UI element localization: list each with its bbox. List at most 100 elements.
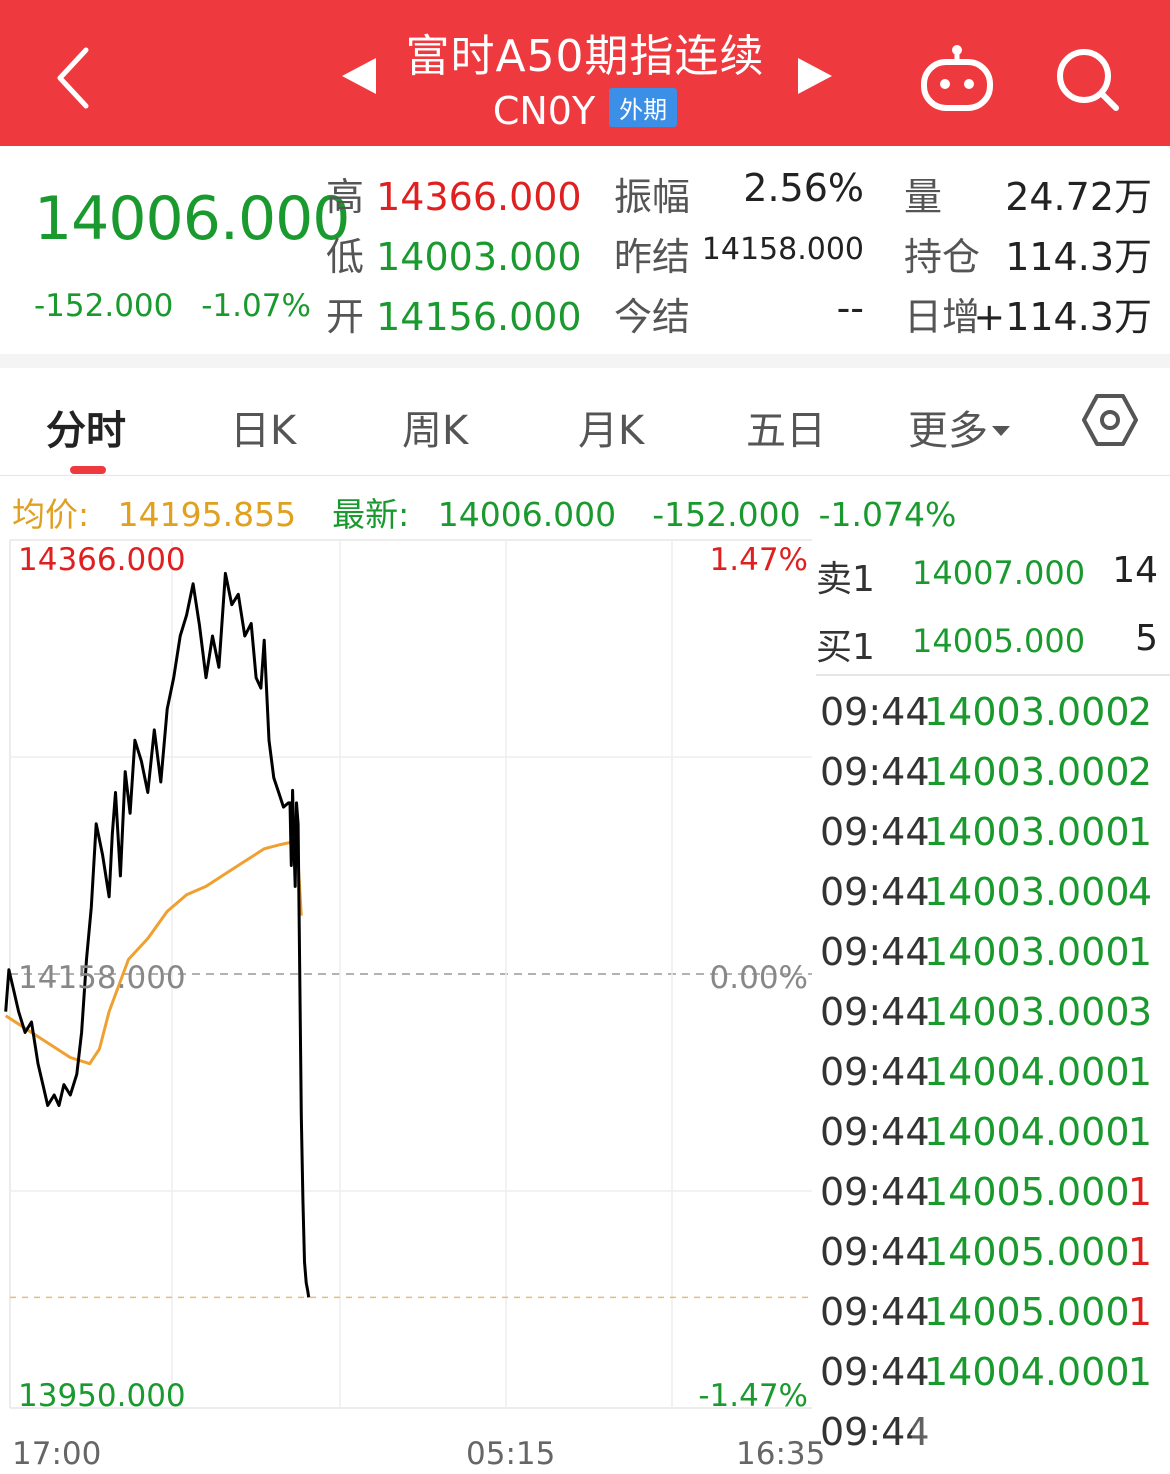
- vol-label-cell: 量: [904, 166, 942, 221]
- open-cell: 开 14156.000: [326, 286, 582, 341]
- instrument-title: 富时A50期指连续: [405, 31, 765, 82]
- tick-fade-overlay: [912, 1404, 1170, 1464]
- tick-volume: 3: [1127, 990, 1152, 1034]
- tick-time: 09:44: [820, 810, 930, 854]
- tick-time: 09:44: [820, 1350, 930, 1394]
- tab-intraday[interactable]: 分时: [46, 408, 126, 454]
- tick-price: 14004.000: [924, 1110, 1130, 1154]
- vol-value: 24.72万: [1005, 175, 1152, 219]
- tab-monthly-k[interactable]: 月K: [578, 408, 645, 454]
- back-chevron-icon[interactable]: [48, 38, 108, 118]
- change-value: -152.000: [34, 288, 174, 324]
- settle-label-cell: 今结: [614, 286, 690, 341]
- tick-volume: 2: [1127, 690, 1152, 734]
- prev-settle-value: 14158.000: [701, 232, 864, 267]
- latest-change-pct: -1.074%: [818, 495, 957, 534]
- chart-grid: [9, 539, 812, 1409]
- bid-row[interactable]: 买1 14005.000 5: [812, 608, 1170, 672]
- tab-daily-k[interactable]: 日K: [230, 408, 297, 454]
- tick-price: 14005.000: [924, 1290, 1130, 1334]
- tick-price: 14003.000: [924, 750, 1130, 794]
- tick-price: 14004.000: [924, 1350, 1130, 1394]
- oi-label-cell: 持仓: [904, 226, 980, 281]
- tick-row: 09:44 14004.000 1: [812, 1044, 1170, 1104]
- app-header: 富时A50期指连续 CN0Y 外期: [0, 0, 1170, 146]
- oi-chg-value: +114.3万: [973, 295, 1152, 339]
- tick-volume: 1: [1127, 1170, 1152, 1214]
- series-average-line: [4, 841, 303, 1066]
- oi-label: 持仓: [904, 235, 981, 279]
- instrument-code: CN0Y: [492, 89, 596, 133]
- tick-time: 09:44: [820, 930, 930, 974]
- latest-price: 最新: 14006.000: [332, 495, 634, 534]
- tick-volume: 1: [1127, 1290, 1152, 1334]
- bid-price: 14005.000: [912, 622, 1086, 660]
- oi-chg-label-cell: 日增: [904, 286, 980, 341]
- bid-label: 买1: [816, 627, 875, 668]
- pct-label-top: 1.47%: [709, 542, 808, 578]
- low-label: 低: [326, 235, 365, 279]
- tab-more[interactable]: 更多: [908, 398, 1010, 456]
- settle-label: 今结: [614, 295, 691, 339]
- tab-weekly-k[interactable]: 周K: [402, 408, 469, 454]
- tick-time: 09:44: [820, 1230, 930, 1274]
- section-divider: [0, 354, 1170, 368]
- tick-row: 09:44 14003.000 1: [812, 924, 1170, 984]
- period-tabs: 分时 日K 周K 月K 五日 更多: [0, 368, 1170, 476]
- robot-icon[interactable]: [918, 44, 996, 114]
- tick-volume: 1: [1127, 1050, 1152, 1094]
- tick-time: 09:44: [820, 1410, 930, 1454]
- high-cell: 高 14366.000: [326, 166, 582, 221]
- ask-row[interactable]: 卖1 14007.000 14: [812, 540, 1170, 604]
- amp-label: 振幅: [614, 175, 691, 219]
- amp-label-cell: 振幅: [614, 166, 690, 221]
- last-price: 14006.000: [34, 184, 350, 254]
- tick-row: 09:44 14004.000 1: [812, 1344, 1170, 1404]
- chevron-down-icon: [992, 426, 1010, 436]
- prev-triangle-icon[interactable]: [342, 58, 376, 94]
- oi-value: 114.3万: [1005, 235, 1152, 279]
- tick-volume: 1: [1127, 930, 1152, 974]
- tab-five-day[interactable]: 五日: [746, 408, 826, 454]
- tick-row: 09:44 14005.000 1: [812, 1284, 1170, 1344]
- tick-row: 09:44: [812, 1404, 1170, 1464]
- tick-volume: 2: [1127, 750, 1152, 794]
- avg-price-value: 14195.855: [117, 495, 297, 534]
- low-value: 14003.000: [376, 235, 582, 279]
- tick-price: 14003.000: [924, 810, 1130, 854]
- change-percent: -1.07%: [201, 288, 311, 324]
- chart-info-line: 均价: 14195.855 最新: 14006.000 -152.000 -1.074…: [12, 488, 974, 536]
- price-change: -152.000 -1.07%: [34, 288, 311, 324]
- tick-row: 09:44 14004.000 1: [812, 1104, 1170, 1164]
- tick-time: 09:44: [820, 1290, 930, 1334]
- pct-label-bottom: -1.47%: [698, 1378, 808, 1414]
- tick-time: 09:44: [820, 990, 930, 1034]
- settle-value: --: [836, 286, 864, 330]
- gear-hexagon-icon[interactable]: [1082, 392, 1138, 448]
- intraday-chart[interactable]: 14366.000 14158.000 13950.000 1.47% 0.00…: [0, 530, 825, 1474]
- oi-chg-label: 日增: [904, 295, 981, 339]
- high-value: 14366.000: [376, 175, 582, 219]
- chart-canvas: [4, 539, 812, 1409]
- tick-row: 09:44 14003.000 4: [812, 864, 1170, 924]
- ask-price: 14007.000: [912, 554, 1086, 592]
- tick-volume: 1: [1127, 810, 1152, 854]
- tick-row: 09:44 14003.000 1: [812, 804, 1170, 864]
- tick-row: 09:44 14005.000 1: [812, 1164, 1170, 1224]
- ask-volume: 14: [1112, 550, 1158, 591]
- prev-settle-label: 昨结: [614, 235, 691, 279]
- tick-price: 14004.000: [924, 1050, 1130, 1094]
- search-icon[interactable]: [1052, 44, 1122, 114]
- open-value: 14156.000: [376, 295, 582, 339]
- low-cell: 低 14003.000: [326, 226, 582, 281]
- market-badge: 外期: [609, 88, 678, 127]
- tick-time: 09:44: [820, 1110, 930, 1154]
- tick-row: 09:44 14003.000 2: [812, 744, 1170, 804]
- avg-price: 均价: 14195.855: [12, 495, 314, 534]
- latest-price-value: 14006.000: [437, 495, 617, 534]
- next-triangle-icon[interactable]: [798, 58, 832, 94]
- amp-value: 2.56%: [743, 166, 864, 210]
- tab-more-label: 更多: [908, 408, 988, 454]
- tick-time: 09:44: [820, 1050, 930, 1094]
- tick-price: 14005.000: [924, 1170, 1130, 1214]
